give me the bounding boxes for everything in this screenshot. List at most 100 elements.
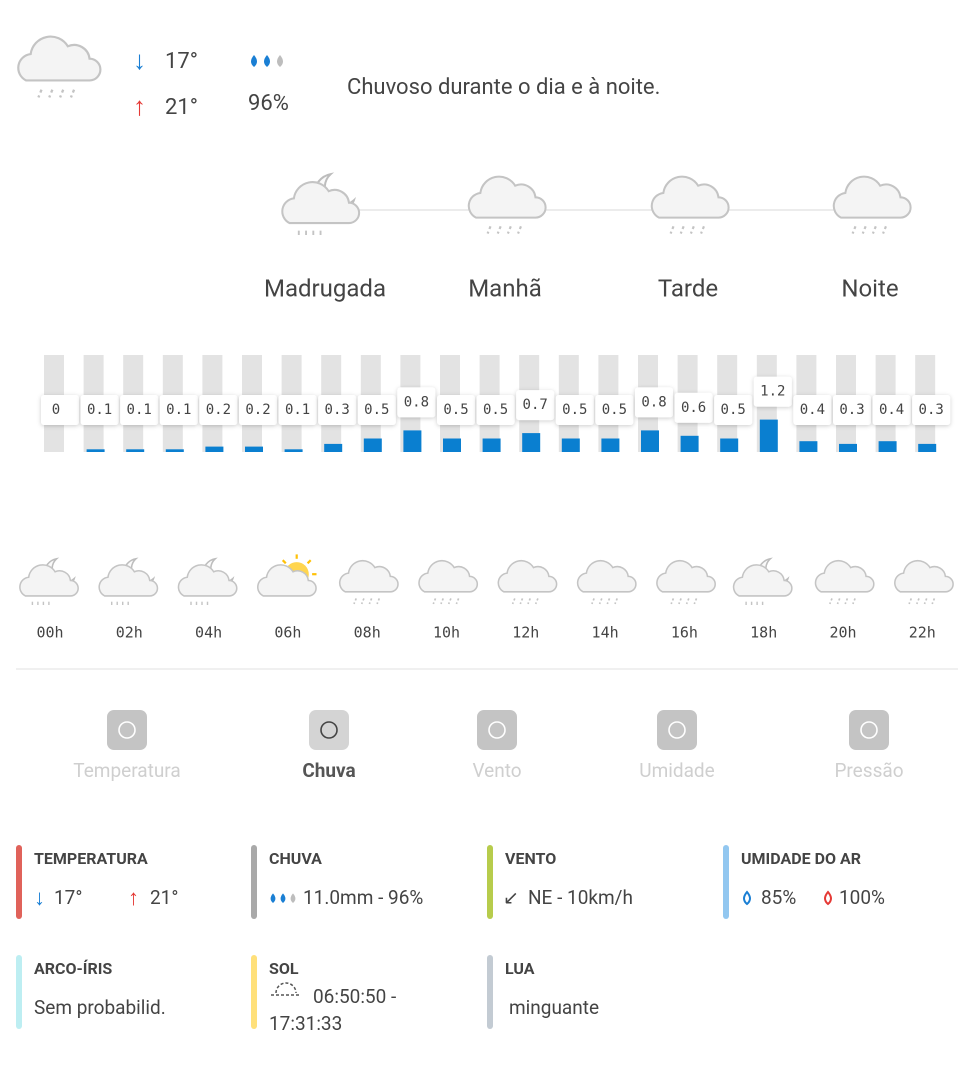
value-label-box [674, 392, 713, 423]
weather-icon [281, 172, 361, 236]
cloud [257, 564, 317, 597]
tab-glyph [860, 721, 878, 739]
value-label: 0.8 [641, 394, 666, 410]
detail-bar [487, 845, 493, 919]
rain-streak [851, 225, 857, 234]
value-label-box [555, 395, 594, 425]
rain-bar [522, 433, 541, 452]
value-label-box [714, 395, 753, 425]
detail-value: minguante [509, 996, 599, 1019]
tab-icon[interactable] [107, 710, 147, 750]
rain-bar [245, 446, 263, 452]
rain-bar [759, 419, 778, 452]
rain-bar [86, 449, 105, 452]
rain-bar [126, 449, 145, 452]
weather-icon [98, 557, 159, 606]
weather-icon [177, 557, 238, 606]
drop [251, 55, 257, 67]
value-label: 0.8 [404, 394, 429, 410]
value-label-box [397, 387, 436, 418]
value-label-box [199, 395, 238, 425]
cloud [177, 564, 238, 597]
tab-label[interactable]: Chuva [302, 759, 355, 782]
value-label-box [41, 395, 79, 425]
humidity: 96% [248, 91, 289, 116]
min-temp: 17° [165, 49, 198, 74]
tab-glyph [488, 721, 506, 739]
weather-icon [19, 557, 79, 606]
value-label: 0.5 [483, 402, 508, 418]
cloud [497, 559, 558, 593]
hour-label: 12h [512, 624, 539, 642]
rain-bar [284, 449, 303, 452]
tab-label[interactable]: Temperatura [73, 759, 180, 782]
hour-label: 02h [116, 624, 143, 642]
period-label: Tarde [658, 274, 718, 302]
cloud [281, 181, 361, 225]
rain-bar [641, 430, 659, 452]
detail-title: LUA [505, 959, 535, 978]
weather-icon [832, 175, 912, 234]
rain-bar [403, 430, 422, 452]
value-label-box [595, 395, 634, 425]
rain-streak [486, 225, 492, 234]
rain-bar [165, 449, 184, 452]
rain-streak [852, 598, 856, 605]
rain-bar [720, 438, 739, 452]
sun-ray [281, 559, 287, 565]
tab-label[interactable]: Umidade [639, 759, 714, 782]
value-label: 0.2 [206, 402, 231, 418]
cloud [732, 564, 793, 597]
rain-bar [205, 446, 224, 452]
tab-icon[interactable] [309, 710, 349, 750]
value-label: 1.2 [760, 384, 785, 400]
rain-bar [601, 438, 620, 452]
max-arrow: ↑ [128, 886, 139, 911]
drop [277, 55, 283, 67]
wind-arrow: ↙ [503, 886, 519, 909]
detail-value: Sem probabilid. [34, 996, 166, 1019]
rain-bar [324, 443, 343, 452]
tab-icon[interactable] [477, 710, 517, 750]
rain-streak [882, 225, 887, 234]
detail-max: 100% [839, 886, 885, 909]
value-label-box [239, 395, 277, 425]
hour-label: 20h [829, 624, 856, 642]
weather-icon [418, 559, 478, 605]
weather-icon [497, 559, 558, 605]
cloud [19, 564, 79, 597]
value-label-box [872, 395, 911, 425]
rain-streak [614, 598, 618, 605]
rain-streak [534, 598, 539, 605]
drop [824, 890, 832, 906]
detail-value: NE - 10km/h [528, 886, 633, 909]
rain-streak [931, 598, 936, 605]
tab-label[interactable]: Pressão [834, 759, 903, 782]
rain-streak [353, 598, 357, 605]
value-label: 0.4 [879, 402, 904, 418]
hour-label: 10h [433, 624, 460, 642]
value-label-box [318, 395, 357, 425]
rain-streak [861, 225, 867, 234]
cloud [656, 559, 716, 593]
hour-label: 04h [195, 624, 222, 642]
tab-icon[interactable] [849, 710, 889, 750]
period-label: Madrugada [264, 274, 386, 302]
cloud [98, 564, 159, 597]
value-label: 0.5 [602, 402, 627, 418]
value-label: 0.5 [562, 402, 587, 418]
rain-streak [598, 598, 603, 605]
rain-streak [527, 598, 531, 605]
detail-min: 17° [54, 886, 82, 909]
value-label-box [635, 387, 673, 418]
tab-label[interactable]: Vento [472, 759, 521, 782]
value-label: 0 [52, 402, 60, 418]
tab-icon[interactable] [657, 710, 697, 750]
rain-streak [829, 598, 833, 605]
rain-streak [517, 225, 522, 234]
rain-streak [678, 598, 682, 605]
detail-title: VENTO [505, 849, 556, 868]
hour-label: 00h [36, 624, 63, 642]
detail-bar [251, 845, 257, 919]
